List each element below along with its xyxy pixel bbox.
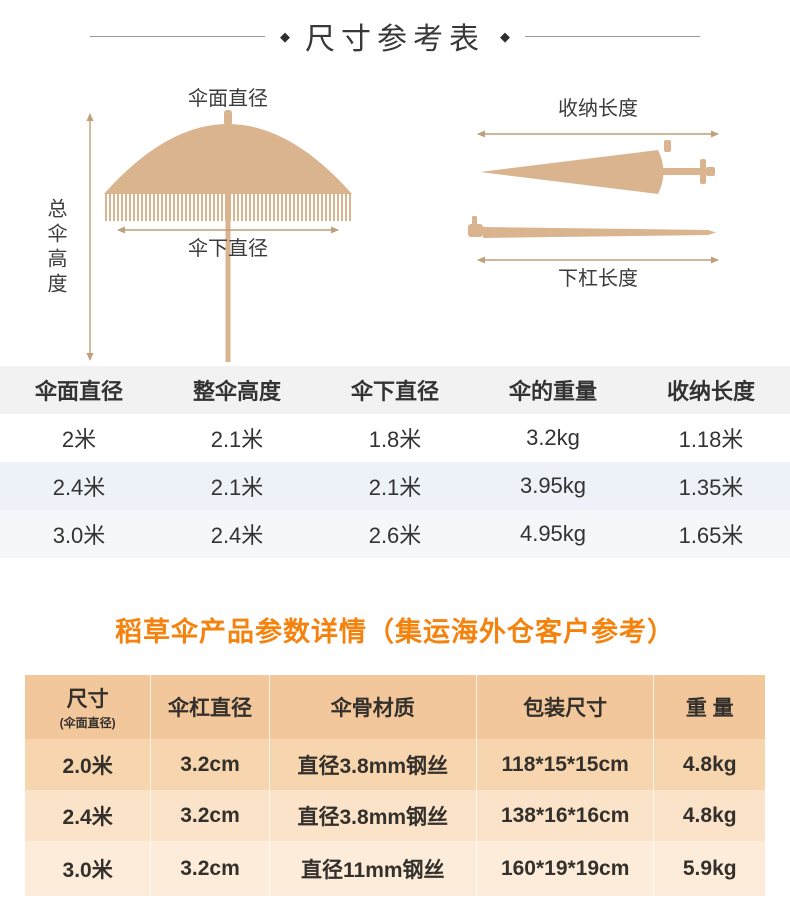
folded-umbrella-handle — [700, 159, 706, 184]
parameters-title: 稻草伞产品参数详情（集运海外仓客户参考） — [115, 617, 675, 647]
table-row: 2.0米 3.2cm 直径3.8mm钢丝 118*15*15cm 4.8kg — [25, 739, 765, 790]
table-cell: 3.2cm — [150, 841, 270, 896]
table-cell: 4.8kg — [653, 790, 765, 841]
dimension-diagram-art — [86, 110, 719, 362]
column-header: 伞的重量 — [474, 366, 632, 414]
column-header: 伞杠直径 — [150, 675, 270, 739]
folded-umbrella-knob — [706, 167, 715, 176]
diamond-icon: ◆ — [280, 28, 290, 44]
table-cell: 3.2cm — [150, 790, 270, 841]
umbrella-finial — [224, 110, 232, 126]
table-cell: 1.65米 — [678, 523, 744, 548]
dimension-diagram: 伞面直径 总伞高度 伞下直径 收纳长度 下杠长度 — [0, 72, 790, 366]
title-bar: ◆ 尺寸参考表 ◆ — [0, 0, 790, 72]
table-cell: 1.18米 — [678, 427, 744, 452]
title-line-left — [90, 35, 265, 37]
table-cell: 3.95kg — [519, 473, 587, 498]
column-header-label: 尺寸 — [66, 688, 109, 711]
table-cell: 2.4米 — [52, 475, 106, 500]
column-header: 伞骨材质 — [268, 675, 477, 739]
column-header-size: 尺寸 (伞面直径) — [25, 675, 151, 739]
table-cell: 直径11mm钢丝 — [268, 841, 477, 896]
table-cell: 1.8米 — [368, 427, 422, 452]
column-header: 伞面直径 — [0, 366, 158, 414]
lower-pole-screw — [472, 216, 477, 225]
table-row: 2米 2.1米 1.8米 3.2kg 1.18米 — [0, 414, 790, 462]
column-header-subnote: (伞面直径) — [59, 716, 116, 730]
table-cell: 2.4米 — [62, 805, 113, 829]
under-diameter-label: 伞下直径 — [188, 238, 268, 260]
table-row: 3.0米 3.2cm 直径11mm钢丝 160*19*19cm 5.9kg — [25, 841, 765, 896]
table-cell: 3.2cm — [150, 739, 270, 790]
table-cell: 2.6米 — [368, 523, 422, 548]
table-cell: 2.4米 — [210, 523, 264, 548]
table-cell: 直径3.8mm钢丝 — [268, 739, 477, 790]
column-header: 收纳长度 — [632, 366, 790, 414]
table-cell: 2米 — [61, 427, 97, 452]
table-row: 3.0米 2.4米 2.6米 4.95kg 1.65米 — [0, 510, 790, 558]
table-cell: 4.95kg — [519, 521, 587, 546]
folded-umbrella-rod — [658, 168, 702, 175]
table-cell: 3.0米 — [52, 523, 106, 548]
page-title: 尺寸参考表 — [305, 23, 485, 56]
table-cell: 3.0米 — [62, 858, 113, 882]
table-cell: 138*16*16cm — [475, 790, 654, 841]
umbrella-pole — [225, 124, 231, 362]
lower-pole-length-label: 下杠长度 — [558, 268, 638, 290]
table-cell: 1.35米 — [678, 475, 744, 500]
table-row: 2.4米 2.1米 2.1米 3.95kg 1.35米 — [0, 462, 790, 510]
table-cell: 4.8kg — [653, 739, 765, 790]
canopy-diameter-label: 伞面直径 — [188, 88, 268, 110]
table-cell: 2.1米 — [210, 427, 264, 452]
lower-pole-clamp — [468, 224, 483, 237]
lower-pole-rod — [483, 227, 716, 238]
table-cell: 160*19*19cm — [475, 841, 654, 896]
column-header: 包装尺寸 — [475, 675, 654, 739]
table-cell: 2.0米 — [62, 754, 113, 778]
title-line-right — [525, 35, 700, 37]
total-height-label: 总伞高度 — [44, 198, 66, 298]
parameters-table: 尺寸 (伞面直径) 伞杠直径 伞骨材质 包装尺寸 重 量 2.0米 3.2cm … — [25, 675, 765, 896]
column-header: 整伞高度 — [158, 366, 316, 414]
column-header: 重 量 — [653, 675, 765, 739]
table-cell: 2.1米 — [210, 475, 264, 500]
table-cell: 5.9kg — [653, 841, 765, 896]
table-header-row: 伞面直径 整伞高度 伞下直径 伞的重量 收纳长度 — [0, 366, 790, 414]
table-cell: 3.2kg — [526, 425, 580, 450]
folded-umbrella-tab — [664, 140, 671, 152]
table-cell: 直径3.8mm钢丝 — [268, 790, 477, 841]
column-header: 伞下直径 — [316, 366, 474, 414]
table-row: 2.4米 3.2cm 直径3.8mm钢丝 138*16*16cm 4.8kg — [25, 790, 765, 841]
folded-umbrella-body — [480, 150, 664, 194]
table-cell: 2.1米 — [368, 475, 422, 500]
table-header-row: 尺寸 (伞面直径) 伞杠直径 伞骨材质 包装尺寸 重 量 — [25, 675, 765, 739]
table-cell: 118*15*15cm — [475, 739, 654, 790]
diamond-icon: ◆ — [500, 28, 510, 44]
size-reference-table: 伞面直径 整伞高度 伞下直径 伞的重量 收纳长度 2米 2.1米 1.8米 3.… — [0, 366, 790, 558]
storage-length-label: 收纳长度 — [558, 98, 638, 120]
